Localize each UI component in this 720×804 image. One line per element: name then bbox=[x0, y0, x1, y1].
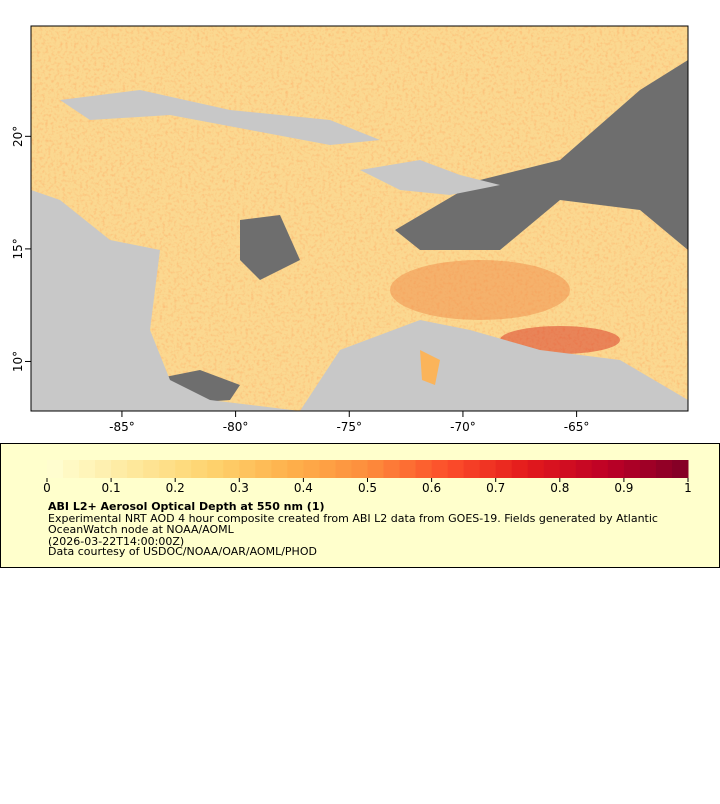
colorbar-step bbox=[575, 460, 593, 478]
aod-high bbox=[390, 260, 570, 320]
colorbar-tick-label: 0 bbox=[43, 481, 51, 495]
x-tick-label: -65° bbox=[564, 420, 590, 434]
colorbar-step bbox=[639, 460, 657, 478]
colorbar-step bbox=[127, 460, 144, 478]
colorbar-tick-label: 0.3 bbox=[230, 481, 249, 495]
map-frame bbox=[30, 25, 689, 412]
colorbar-step bbox=[303, 460, 320, 478]
lake bbox=[420, 350, 440, 385]
colorbar-step bbox=[207, 460, 224, 478]
colorbar-step bbox=[223, 460, 240, 478]
colorbar-step bbox=[399, 460, 417, 478]
colorbar-step bbox=[367, 460, 385, 478]
colorbar-tick-label: 0.5 bbox=[358, 481, 377, 495]
colorbar-tick-label: 0.9 bbox=[614, 481, 633, 495]
land bbox=[300, 320, 688, 411]
colorbar-step bbox=[543, 460, 561, 478]
colorbar-tick-label: 0.8 bbox=[550, 481, 569, 495]
y-tick-label: 20° bbox=[11, 126, 25, 147]
colorbar-step bbox=[175, 460, 192, 478]
caption-line: Experimental NRT AOD 4 hour composite cr… bbox=[48, 512, 658, 525]
caption-line: Data courtesy of USDOC/NOAA/OAR/AOML/PHO… bbox=[48, 545, 317, 558]
x-tick-label: -85° bbox=[109, 420, 135, 434]
colorbar-step bbox=[463, 460, 481, 478]
colorbar-tick-label: 0.4 bbox=[294, 481, 313, 495]
caption-line: OceanWatch node at NOAA/AOML bbox=[48, 523, 235, 536]
y-tick-label: 10° bbox=[11, 351, 25, 372]
colorbar-step bbox=[511, 460, 529, 478]
colorbar-step bbox=[415, 460, 433, 478]
colorbar-step bbox=[655, 460, 673, 478]
colorbar-step bbox=[287, 460, 304, 478]
colorbar-step bbox=[559, 460, 577, 478]
caption-line: (2026-03-22T14:00:00Z) bbox=[48, 535, 184, 548]
cloud-mask bbox=[395, 60, 688, 250]
colorbar-step bbox=[495, 460, 513, 478]
colorbar-step bbox=[623, 460, 641, 478]
colorbar-step bbox=[63, 460, 80, 478]
colorbar-step bbox=[447, 460, 465, 478]
x-tick-label: -80° bbox=[223, 420, 249, 434]
y-tick-label: 15° bbox=[11, 238, 25, 259]
colorbar-tick-label: 0.2 bbox=[166, 481, 185, 495]
land bbox=[31, 190, 300, 411]
colorbar-step bbox=[47, 460, 64, 478]
x-tick-label: -70° bbox=[450, 420, 476, 434]
colorbar-step bbox=[271, 460, 288, 478]
colorbar-step bbox=[79, 460, 96, 478]
colorbar-tick-label: 0.7 bbox=[486, 481, 505, 495]
colorbar-step bbox=[335, 460, 352, 478]
aod-high bbox=[500, 326, 620, 354]
colorbar-step bbox=[111, 460, 128, 478]
colorbar-step bbox=[591, 460, 609, 478]
colorbar-step bbox=[671, 460, 689, 478]
colorbar: 0 0.1 0.2 0.3 0.4 0.5 0.6 0.7 0.8 0.9 1 bbox=[43, 460, 692, 495]
x-tick-label: -75° bbox=[336, 420, 362, 434]
colorbar-step bbox=[607, 460, 625, 478]
colorbar-step bbox=[143, 460, 160, 478]
colorbar-step bbox=[431, 460, 449, 478]
colorbar-step bbox=[95, 460, 112, 478]
colorbar-tick-label: 1 bbox=[684, 481, 692, 495]
colorbar-step bbox=[255, 460, 272, 478]
caption-title: ABI L2+ Aerosol Optical Depth at 550 nm … bbox=[48, 500, 325, 513]
land bbox=[360, 160, 500, 195]
colorbar-step bbox=[527, 460, 545, 478]
axes: -85° -80° -75° -70° -65° 20° 15° 10° bbox=[11, 126, 589, 434]
land bbox=[60, 90, 380, 145]
colorbar-tick-label: 0.1 bbox=[102, 481, 121, 495]
map-area bbox=[31, 26, 688, 411]
colorbar-tick-label: 0.6 bbox=[422, 481, 441, 495]
cloud-mask bbox=[240, 215, 300, 280]
colorbar-step bbox=[319, 460, 336, 478]
colorbar-step bbox=[159, 460, 176, 478]
colorbar-step bbox=[479, 460, 497, 478]
colorbar-step bbox=[239, 460, 256, 478]
colorbar-step bbox=[191, 460, 208, 478]
colorbar-step bbox=[383, 460, 401, 478]
colorbar-step bbox=[351, 460, 368, 478]
